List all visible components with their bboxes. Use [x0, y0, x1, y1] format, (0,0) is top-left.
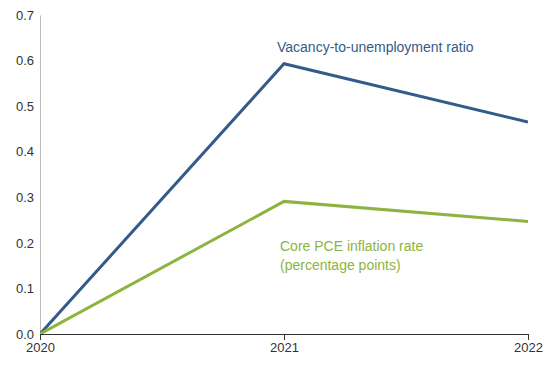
- y-tick-label: 0.2: [16, 236, 34, 251]
- series-line: [40, 64, 528, 334]
- y-tick: 0.2: [16, 236, 40, 251]
- x-tick: 2021: [270, 334, 299, 355]
- x-tick-label: 2021: [270, 340, 299, 355]
- x-tick-mark: [284, 334, 285, 340]
- series-line: [40, 201, 528, 334]
- y-axis: 0.00.10.20.30.40.50.60.7: [16, 8, 41, 342]
- y-tick-label: 0.1: [16, 281, 34, 296]
- y-tick: 0.1: [16, 281, 40, 296]
- y-tick: 0.3: [16, 190, 40, 205]
- y-tick: 0.5: [16, 99, 40, 114]
- y-tick: 0.6: [16, 53, 40, 68]
- chart: 0.00.10.20.30.40.50.60.7202020212022Vaca…: [0, 0, 550, 365]
- y-tick-label: 0.4: [16, 144, 34, 159]
- y-tick-label: 0.5: [16, 99, 34, 114]
- y-tick-label: 0.6: [16, 53, 34, 68]
- y-tick-label: 0.7: [16, 8, 34, 23]
- y-tick: 0.7: [16, 8, 40, 23]
- plot: 0.00.10.20.30.40.50.60.7202020212022Vaca…: [16, 8, 543, 356]
- series-label: Vacancy-to-unemployment ratio: [277, 39, 474, 55]
- x-tick: 2022: [514, 334, 543, 355]
- x-tick-label: 2020: [26, 340, 55, 355]
- y-tick-label: 0.3: [16, 190, 34, 205]
- x-tick-mark: [40, 334, 41, 340]
- series-label: Core PCE inflation rate(percentage point…: [280, 238, 423, 273]
- y-tick: 0.4: [16, 144, 40, 159]
- lines: [40, 64, 528, 334]
- x-tick: 2020: [26, 334, 55, 355]
- x-tick-mark: [528, 334, 529, 340]
- x-tick-label: 2022: [514, 340, 543, 355]
- y-axis-line: [40, 16, 41, 335]
- x-axis: 2020 2021 2022: [26, 334, 543, 355]
